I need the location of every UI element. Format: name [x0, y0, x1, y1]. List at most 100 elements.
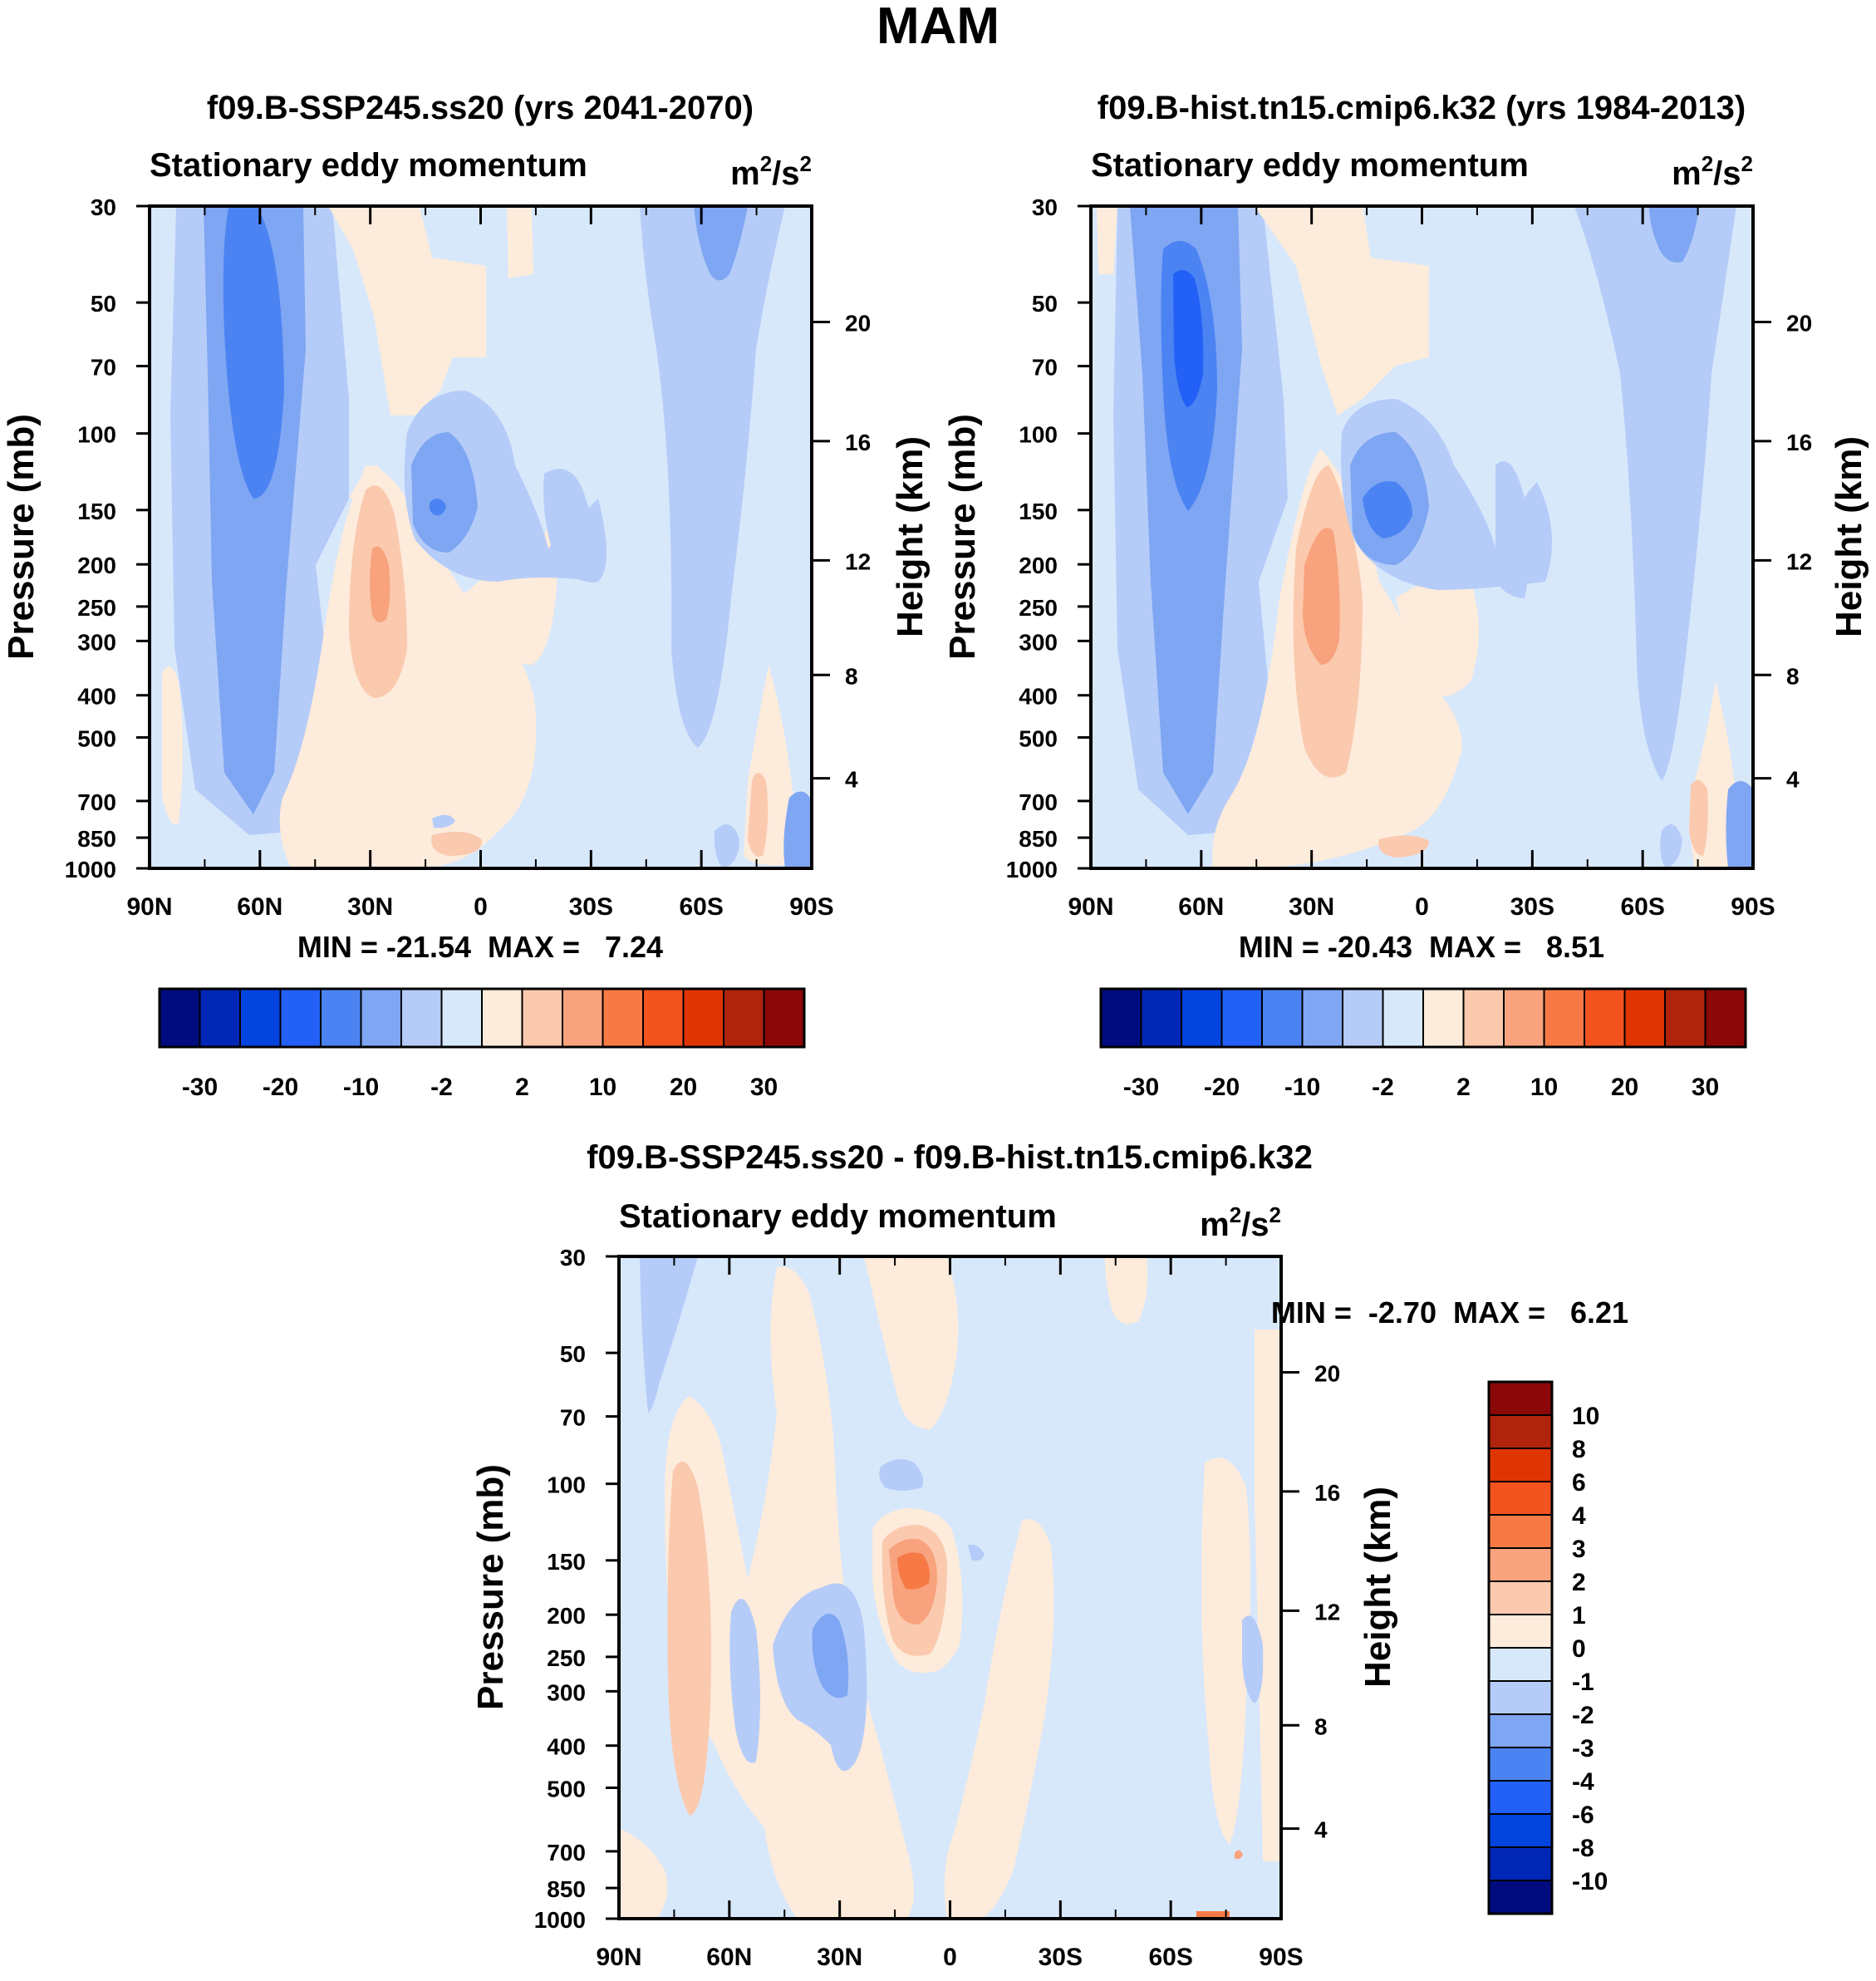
colorbar-swatch — [562, 988, 604, 1048]
colorbar-swatch — [1543, 988, 1585, 1048]
x-tick-label: 60N — [237, 893, 282, 921]
x-tick-label: 30N — [817, 1944, 862, 1971]
contour-band — [667, 1461, 711, 1816]
colorbar-label: 4 — [1572, 1502, 1586, 1530]
colorbar-label: -2 — [1572, 1702, 1594, 1729]
panel-1-title: f09.B-SSP245.ss20 (yrs 2041-2070) — [207, 90, 754, 126]
colorbar-label: 10 — [589, 1074, 616, 1101]
colorbar-label: 2 — [1572, 1569, 1586, 1596]
contour-band — [1574, 206, 1736, 781]
colorbar-label: -2 — [1372, 1074, 1394, 1101]
colorbar-label: -2 — [430, 1074, 453, 1101]
contour-band — [431, 832, 483, 856]
colorbar-swatch — [1488, 1414, 1553, 1449]
colorbar-swatch — [1100, 988, 1142, 1048]
colorbar-label: 10 — [1530, 1074, 1558, 1101]
contour-band — [812, 1614, 849, 1698]
colorbar-swatch — [1623, 988, 1666, 1048]
x-tick-label: 60N — [706, 1944, 752, 1971]
y-tick-label: 500 — [77, 725, 116, 751]
colorbar-label: 30 — [750, 1074, 778, 1101]
y-tick-label: 70 — [1032, 355, 1058, 381]
y-tick-label: 850 — [77, 826, 116, 852]
y-tick-label: 250 — [1019, 595, 1058, 621]
colorbar-label: 20 — [670, 1074, 697, 1101]
panel-2-height-ticks: 20 16 12 8 4 — [1753, 310, 1812, 793]
y-tick-label: 250 — [77, 595, 116, 621]
y-tick-label: 300 — [77, 629, 116, 655]
contour-band — [162, 666, 183, 824]
y-tick-label: 1000 — [1006, 857, 1058, 882]
y-tick-label: 30 — [1032, 194, 1058, 220]
colorbar-swatch — [400, 988, 443, 1048]
y-tick-label: 50 — [91, 291, 116, 317]
height-tick-label: 16 — [845, 430, 871, 455]
panel-1: f09.B-SSP245.ss20 (yrs 2041-2070) Statio… — [1, 90, 931, 1101]
panel-3-contours — [619, 1256, 1281, 1919]
colorbar-label: -1 — [1572, 1669, 1594, 1696]
colorbar-swatch — [1488, 1647, 1553, 1682]
contour-band — [968, 1544, 985, 1561]
x-tick-label: 90S — [1259, 1944, 1303, 1971]
colorbar-swatch — [1488, 1448, 1553, 1482]
contour-band — [370, 546, 390, 622]
contour-band — [714, 824, 739, 868]
contour-band — [879, 1459, 924, 1491]
colorbar-swatch — [763, 988, 805, 1048]
colorbar-swatch — [1503, 988, 1545, 1048]
y-tick-label: 500 — [547, 1776, 586, 1802]
colorbar-swatch — [1488, 1580, 1553, 1615]
panel-1-contours — [150, 206, 812, 868]
x-tick-label: 0 — [1415, 893, 1429, 921]
panel-3-units: m2/s2 — [1200, 1202, 1281, 1243]
colorbar-swatch — [440, 988, 483, 1048]
colorbar-swatch — [682, 988, 724, 1048]
y-tick-label: 50 — [560, 1341, 586, 1367]
colorbar-swatch — [1488, 1514, 1553, 1549]
contour-band — [1255, 206, 1429, 415]
y-tick-label: 400 — [77, 684, 116, 710]
colorbar-label: -8 — [1572, 1835, 1594, 1862]
colorbar-swatch — [1488, 1880, 1553, 1915]
contour-band — [1363, 481, 1412, 538]
panel-2-ylabel-right: Height (km) — [1829, 436, 1869, 637]
contour-band — [729, 1599, 760, 1763]
panel-2-title: f09.B-hist.tn15.cmip6.k32 (yrs 1984-2013… — [1098, 90, 1746, 126]
height-tick-label: 4 — [1786, 767, 1800, 793]
contour-band — [1173, 270, 1204, 407]
y-tick-label: 150 — [547, 1549, 586, 1575]
panel-3: f09.B-SSP245.ss20 - f09.B-hist.tn15.cmip… — [470, 1139, 1628, 1971]
colorbar-swatch — [199, 988, 241, 1048]
contour-band — [1201, 1457, 1250, 1845]
colorbar-label: 30 — [1692, 1074, 1719, 1101]
panel-1-colorbar: -30 -20 -10 -2 2 10 20 30 — [158, 987, 806, 1101]
panel-1-y-ticks: 30 50 70 100 150 200 250 300 400 500 700 850 1000 — [65, 194, 150, 882]
x-tick-label: 0 — [474, 893, 488, 921]
colorbar-label: -20 — [263, 1074, 298, 1101]
y-tick-label: 1000 — [65, 857, 116, 882]
y-tick-label: 700 — [77, 789, 116, 815]
colorbar-swatch — [521, 988, 563, 1048]
x-tick-label: 30S — [569, 893, 613, 921]
x-tick-label: 30N — [1289, 893, 1334, 921]
panel-3-y-ticks: 30 50 70 100 150 200 250 300 400 500 700 850 1000 — [534, 1245, 619, 1933]
contour-band — [1255, 1330, 1281, 1861]
panel-2: f09.B-hist.tn15.cmip6.k32 (yrs 1984-2013… — [942, 90, 1869, 1101]
panel-2-colorbar: -30 -20 -10 -2 2 10 20 30 — [1099, 987, 1747, 1101]
colorbar-swatch — [723, 988, 765, 1048]
y-tick-label: 700 — [1019, 789, 1058, 815]
height-tick-label: 4 — [1314, 1817, 1328, 1843]
colorbar-label: 8 — [1572, 1436, 1586, 1463]
colorbar-swatch — [320, 988, 362, 1048]
y-tick-label: 300 — [1019, 629, 1058, 655]
x-tick-label: 90N — [596, 1944, 641, 1971]
y-tick-label: 70 — [91, 355, 116, 381]
y-tick-label: 150 — [77, 499, 116, 524]
colorbar-frame — [1487, 1380, 1554, 1915]
colorbar-swatch — [1664, 988, 1707, 1048]
y-tick-label: 850 — [1019, 826, 1058, 852]
y-tick-label: 250 — [547, 1645, 586, 1671]
x-tick-label: 90N — [1068, 893, 1113, 921]
colorbar-swatch — [1488, 1481, 1553, 1516]
x-tick-label: 90S — [1731, 893, 1775, 921]
